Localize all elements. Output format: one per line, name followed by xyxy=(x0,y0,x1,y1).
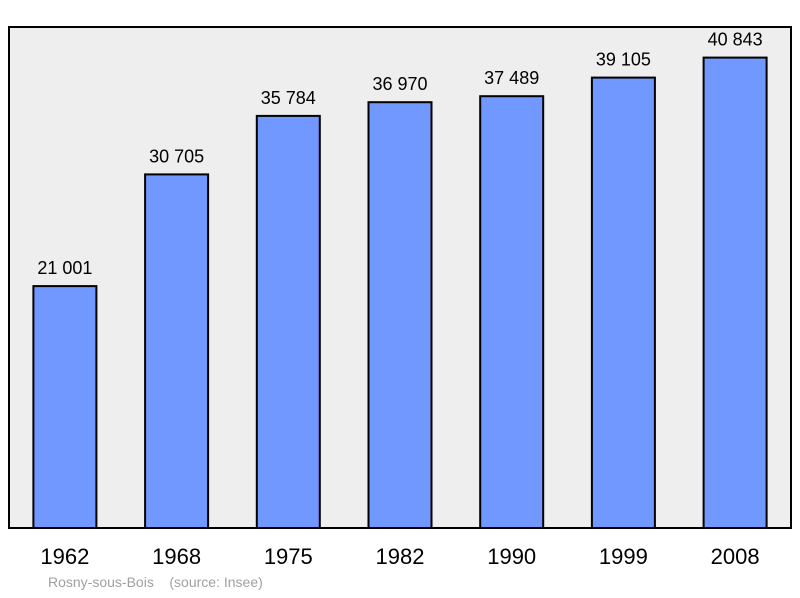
caption-place: Rosny-sous-Bois xyxy=(48,574,154,590)
value-label-1975: 35 784 xyxy=(261,88,316,108)
bar-1962 xyxy=(32,285,98,529)
x-tick-label-group: 1962 1968 1975 1982 1990 1999 2008 xyxy=(40,544,759,569)
bar-1999 xyxy=(590,76,656,529)
value-label-1990: 37 489 xyxy=(484,68,539,88)
chart-caption: Rosny-sous-Bois (source: Insee) xyxy=(48,574,263,590)
bar-2008 xyxy=(702,56,768,529)
x-tick-label-2008: 2008 xyxy=(711,544,760,569)
value-label-2008: 40 843 xyxy=(708,30,763,50)
caption-source: (source: Insee) xyxy=(169,574,263,590)
bar-1968 xyxy=(144,173,210,529)
value-label-1962: 21 001 xyxy=(37,258,92,278)
x-tick-label-1968: 1968 xyxy=(152,544,201,569)
x-tick-label-1962: 1962 xyxy=(40,544,89,569)
value-label-1982: 36 970 xyxy=(372,74,427,94)
bar-1990 xyxy=(479,95,545,529)
bar-1982 xyxy=(367,101,433,529)
x-tick-label-1990: 1990 xyxy=(487,544,536,569)
x-tick-label-1982: 1982 xyxy=(376,544,425,569)
bar-1975 xyxy=(255,114,321,530)
x-tick-label-1975: 1975 xyxy=(264,544,313,569)
value-label-group: 21 001 30 705 35 784 36 970 37 489 39 105 40 8… xyxy=(37,30,762,279)
value-label-1968: 30 705 xyxy=(149,146,204,166)
x-tick-label-1999: 1999 xyxy=(599,544,648,569)
bar-group xyxy=(32,56,768,530)
value-label-1999: 39 105 xyxy=(596,50,651,70)
